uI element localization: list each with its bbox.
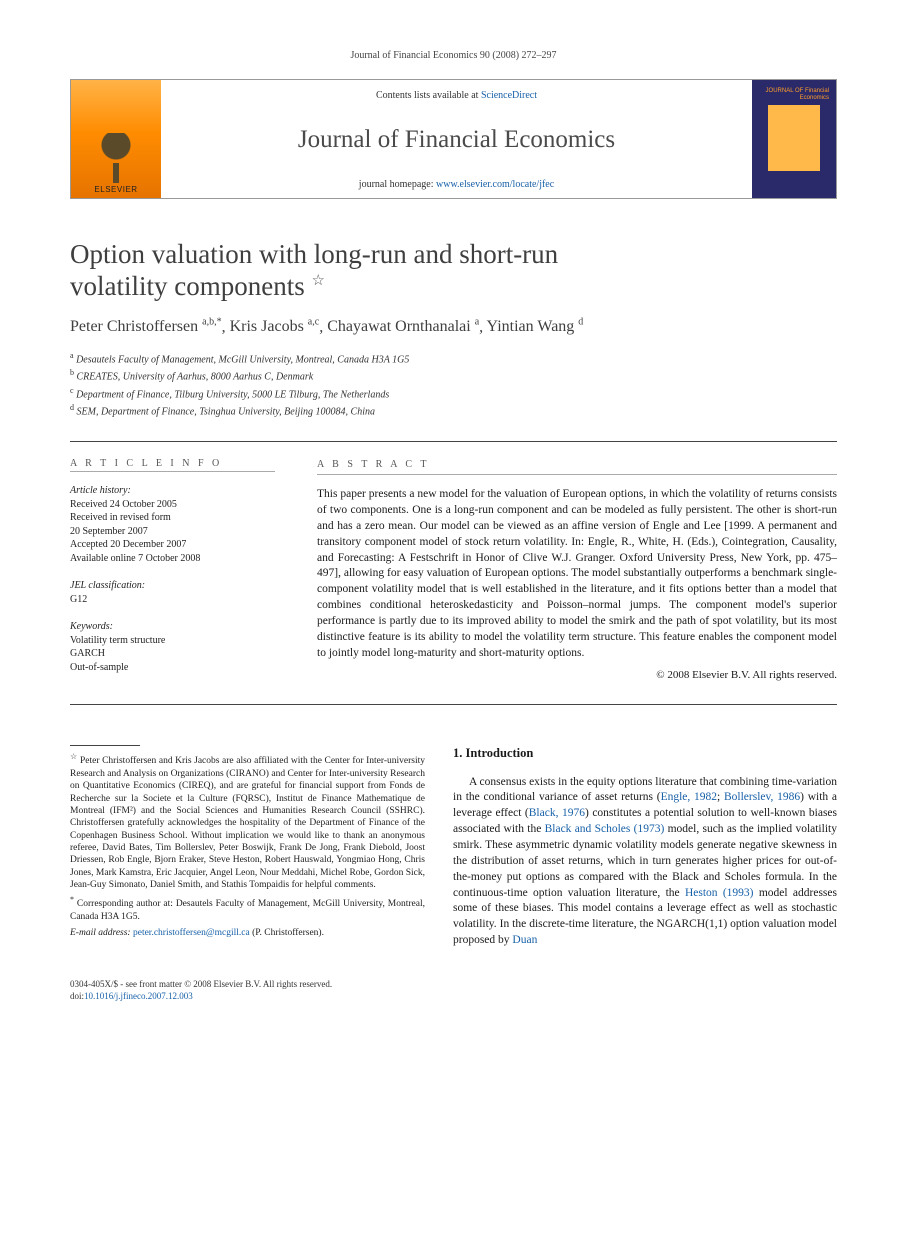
affiliation: c Department of Finance, Tilburg Univers… [70, 385, 837, 402]
keywords-block: Keywords: Volatility term structure GARC… [70, 620, 275, 674]
article-history: Article history: Received 24 October 200… [70, 484, 275, 565]
sciencedirect-link[interactable]: ScienceDirect [481, 90, 537, 101]
jel-block: JEL classification: G12 [70, 579, 275, 606]
history-line: 20 September 2007 [70, 525, 275, 539]
citation-link[interactable]: Heston (1993) [685, 887, 754, 899]
article-title: Option valuation with long-run and short… [70, 239, 837, 303]
divider [317, 474, 837, 475]
footnote-rule [70, 745, 140, 746]
homepage-line: journal homepage: www.elsevier.com/locat… [177, 179, 736, 190]
info-abstract-row: A R T I C L E I N F O Article history: R… [70, 441, 837, 705]
corresponding-text: Corresponding author at: Desautels Facul… [70, 899, 425, 921]
abstract-text: This paper presents a new model for the … [317, 487, 837, 661]
info-heading: A R T I C L E I N F O [70, 458, 275, 469]
email-label: E-mail address: [70, 928, 131, 938]
history-line: Received in revised form [70, 511, 275, 525]
affil-sup: d [70, 403, 74, 412]
article-info-col: A R T I C L E I N F O Article history: R… [70, 442, 295, 704]
abstract-col: A B S T R A C T This paper presents a ne… [295, 442, 837, 704]
elsevier-word: ELSEVIER [94, 185, 137, 194]
title-line-2: volatility components [70, 271, 305, 301]
elsevier-tree-icon [96, 133, 136, 183]
history-label: Article history: [70, 484, 275, 498]
affil-sup: a [70, 351, 74, 360]
affil-text: CREATES, University of Aarhus, 8000 Aarh… [77, 372, 314, 383]
elsevier-logo-block: ELSEVIER [71, 80, 161, 198]
kw-label: Keywords: [70, 620, 275, 634]
cover-label: JOURNAL OF Financial Economics [759, 88, 829, 101]
affil-sup: c [70, 386, 74, 395]
banner-center: Contents lists available at ScienceDirec… [161, 80, 752, 198]
abstract-heading: A B S T R A C T [317, 458, 837, 472]
citation-link[interactable]: Black, 1976 [529, 807, 585, 819]
intro-heading: 1. Introduction [453, 745, 837, 762]
author-affil-sup: a,c [308, 317, 319, 328]
author: Peter Christoffersen a,b,* [70, 318, 222, 335]
lower-columns: ☆ Peter Christoffersen and Kris Jacobs a… [70, 745, 837, 949]
affiliation-list: a Desautels Faculty of Management, McGil… [70, 350, 837, 419]
journal-name: Journal of Financial Economics [177, 126, 736, 154]
doi-line: doi:10.1016/j.jfineco.2007.12.003 [70, 991, 837, 1003]
star-footnote: ☆ Peter Christoffersen and Kris Jacobs a… [70, 752, 425, 891]
star-footnote-text: Peter Christoffersen and Kris Jacobs are… [70, 757, 425, 890]
affil-text: SEM, Department of Finance, Tsinghua Uni… [77, 406, 376, 417]
citation-link[interactable]: Duan [512, 934, 537, 946]
star-icon: ☆ [70, 752, 77, 761]
page-footer: 0304-405X/$ - see front matter © 2008 El… [70, 979, 837, 1002]
author: Yintian Wang d [487, 318, 584, 335]
journal-cover-thumb: JOURNAL OF Financial Economics [752, 80, 836, 198]
asterisk-icon: * [70, 895, 74, 904]
contents-line: Contents lists available at ScienceDirec… [177, 90, 736, 101]
doi-link[interactable]: 10.1016/j.jfineco.2007.12.003 [84, 991, 193, 1001]
keyword: Out-of-sample [70, 661, 275, 675]
front-matter-line: 0304-405X/$ - see front matter © 2008 El… [70, 979, 837, 991]
author-name: Peter Christoffersen [70, 318, 198, 335]
author-affil-sup: a,b,* [202, 317, 221, 328]
doi-label: doi: [70, 991, 84, 1001]
history-line: Received 24 October 2005 [70, 498, 275, 512]
citation-link[interactable]: Black and Scholes (1973) [545, 823, 665, 835]
intro-column: 1. Introduction A consensus exists in th… [453, 745, 837, 949]
affil-sup: b [70, 368, 74, 377]
affiliation: d SEM, Department of Finance, Tsinghua U… [70, 402, 837, 419]
history-line: Available online 7 October 2008 [70, 552, 275, 566]
citation-link[interactable]: Engle, 1982 [661, 791, 717, 803]
email-line: E-mail address: peter.christoffersen@mcg… [70, 927, 425, 939]
affil-text: Desautels Faculty of Management, McGill … [76, 354, 409, 365]
email-link[interactable]: peter.christoffersen@mcgill.ca [133, 928, 250, 938]
keyword: GARCH [70, 647, 275, 661]
contents-prefix: Contents lists available at [376, 90, 481, 101]
affiliation: a Desautels Faculty of Management, McGil… [70, 350, 837, 367]
corresponding-note: * Corresponding author at: Desautels Fac… [70, 895, 425, 923]
homepage-link[interactable]: www.elsevier.com/locate/jfec [436, 179, 554, 190]
jel-label: JEL classification: [70, 579, 275, 593]
homepage-prefix: journal homepage: [359, 179, 436, 190]
author-list: Peter Christoffersen a,b,*, Kris Jacobs … [70, 317, 837, 336]
author-affil-sup: d [578, 317, 583, 328]
author-name: Chayawat Ornthanalai [327, 318, 471, 335]
page: Journal of Financial Economics 90 (2008)… [0, 0, 907, 1042]
history-line: Accepted 20 December 2007 [70, 538, 275, 552]
author-name: Kris Jacobs [230, 318, 304, 335]
author-affil-sup: a [475, 317, 479, 328]
keyword: Volatility term structure [70, 634, 275, 648]
citation-link[interactable]: Bollerslev, 1986 [724, 791, 800, 803]
affiliation: b CREATES, University of Aarhus, 8000 Aa… [70, 367, 837, 384]
email-paren: (P. Christoffersen). [252, 928, 324, 938]
intro-paragraph: A consensus exists in the equity options… [453, 775, 837, 949]
running-head: Journal of Financial Economics 90 (2008)… [70, 50, 837, 61]
title-footnote-star-icon: ☆ [311, 273, 324, 289]
affil-text: Department of Finance, Tilburg Universit… [76, 389, 389, 400]
divider [70, 471, 275, 472]
copyright-line: © 2008 Elsevier B.V. All rights reserved… [317, 668, 837, 683]
author-name: Yintian Wang [487, 318, 575, 335]
intro-text: ; [717, 791, 724, 803]
author: Kris Jacobs a,c [230, 318, 320, 335]
footnote-column: ☆ Peter Christoffersen and Kris Jacobs a… [70, 745, 425, 949]
cover-block-icon [768, 105, 820, 171]
author: Chayawat Ornthanalai a [327, 318, 479, 335]
jel-code: G12 [70, 593, 275, 607]
title-line-1: Option valuation with long-run and short… [70, 239, 558, 269]
journal-banner: ELSEVIER Contents lists available at Sci… [70, 79, 837, 199]
